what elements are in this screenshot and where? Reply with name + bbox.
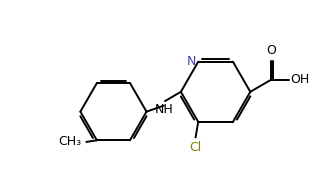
Text: O: O [266, 44, 276, 57]
Text: CH₃: CH₃ [58, 135, 81, 149]
Text: N: N [187, 55, 197, 68]
Text: Cl: Cl [190, 141, 202, 154]
Text: NH: NH [154, 103, 173, 116]
Text: OH: OH [290, 73, 309, 86]
